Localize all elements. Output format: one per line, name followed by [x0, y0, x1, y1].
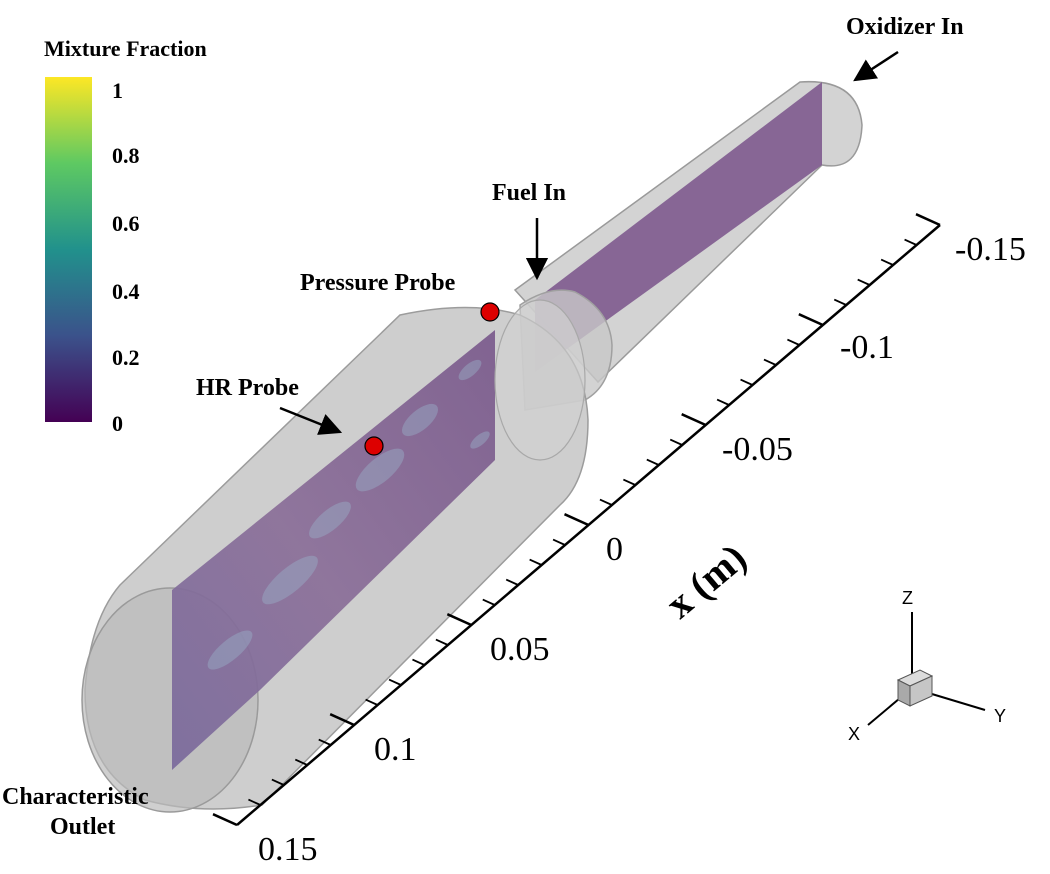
x-axis-minor-tick [833, 298, 847, 306]
hr-probe-marker [364, 436, 384, 456]
x-axis-major-tick [915, 213, 941, 227]
x-axis-major-tick [681, 413, 707, 427]
colorbar-tick-0.4: 0.4 [112, 279, 140, 304]
x-axis-minor-tick [552, 538, 566, 546]
x-axis-title: x (m) [657, 535, 755, 627]
fuel-in-label: Fuel In [492, 180, 566, 206]
slice-turbulence [207, 359, 490, 670]
x-axis-major-tick [212, 813, 238, 827]
triad-y-label: Y [994, 706, 1006, 726]
oxidizer-in-label: Oxidizer In [846, 14, 964, 40]
x-axis-ticks [212, 213, 941, 827]
colorbar-tick-0.6: 0.6 [112, 211, 140, 236]
x-axis-minor-tick [248, 798, 261, 806]
x-tick-label--0.15: -0.15 [955, 231, 1026, 268]
x-axis-major-tick [563, 513, 590, 527]
x-axis-minor-tick [271, 778, 285, 786]
colorbar-tick-1: 1 [112, 78, 123, 103]
x-axis-minor-tick [669, 438, 683, 446]
x-axis-major-tick [798, 313, 824, 327]
x-tick-label-0.1: 0.1 [374, 731, 417, 768]
annotations: Oxidizer In Fuel In Pressure Probe HR Pr… [2, 14, 964, 840]
oxidizer-slice [535, 82, 822, 372]
x-tick-label-0: 0 [606, 531, 623, 568]
x-axis-minor-tick [880, 258, 894, 266]
x-axis-minor-tick [294, 758, 308, 766]
mixture-fraction-slice [172, 330, 495, 770]
x-axis-minor-tick [599, 498, 613, 506]
triad-cube [896, 669, 934, 707]
x-axis-minor-tick [787, 338, 800, 346]
x-axis-major-tick [446, 613, 472, 627]
x-axis-minor-tick [318, 738, 332, 746]
combustor-geometry [81, 80, 863, 813]
x-axis-minor-tick [904, 238, 917, 246]
pressure-probe-label: Pressure Probe [300, 270, 456, 296]
colorbar-title: Mixture Fraction [44, 36, 207, 61]
x-axis-minor-tick [716, 398, 730, 406]
x-axis-minor-tick [763, 358, 777, 366]
x-axis-minor-tick [740, 378, 753, 386]
x-axis-minor-tick [435, 638, 449, 646]
orientation-triad: Z Y X [848, 588, 1006, 744]
colorbar-tick-0.2: 0.2 [112, 345, 140, 370]
colorbar-tick-0: 0 [112, 411, 123, 436]
x-axis-minor-tick [646, 458, 660, 466]
x-tick-label-0.15: 0.15 [258, 831, 318, 868]
outlet-label-line1: Characteristic [2, 784, 149, 810]
x-axis-minor-tick [622, 478, 636, 486]
x-tick-label--0.1: -0.1 [840, 329, 894, 366]
outlet-label-line2: Outlet [50, 814, 115, 840]
colorbar: Mixture Fraction 1 0.8 0.6 0.4 0.2 0 [44, 36, 207, 436]
x-axis-minor-tick [529, 558, 543, 566]
x-axis-minor-tick [482, 598, 496, 606]
step-plane [494, 299, 586, 461]
triad-z-label: Z [902, 588, 913, 608]
colorbar-tick-0.8: 0.8 [112, 143, 140, 168]
pressure-probe-marker [480, 302, 500, 322]
hr-probe-arrow [279, 406, 343, 435]
x-axis-minor-tick [365, 698, 378, 706]
x-axis-minor-tick [505, 578, 519, 586]
hr-probe-label: HR Probe [196, 375, 299, 401]
triad-x-label: X [848, 724, 860, 744]
x-tick-label-0.05: 0.05 [490, 631, 550, 668]
colorbar-tick-labels: 1 0.8 0.6 0.4 0.2 0 [112, 78, 140, 436]
x-axis-minor-tick [857, 278, 871, 286]
x-axis-major-tick [329, 713, 355, 727]
oxidizer-in-arrow [853, 50, 899, 82]
x-tick-label--0.05: -0.05 [722, 431, 793, 468]
x-axis-minor-tick [388, 678, 402, 686]
colorbar-gradient [45, 77, 92, 422]
x-axis-minor-tick [412, 658, 425, 666]
